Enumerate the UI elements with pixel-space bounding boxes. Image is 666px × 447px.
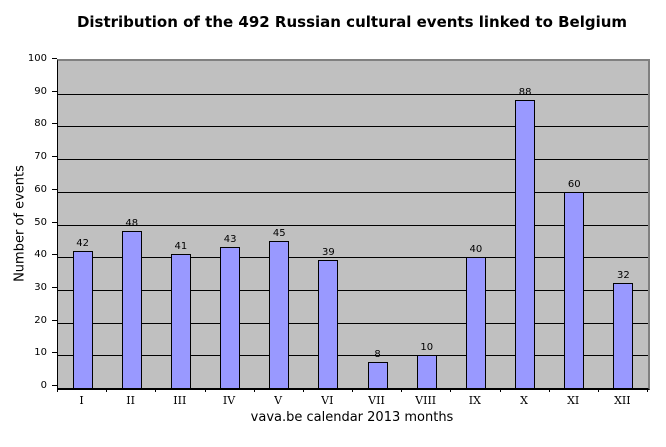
bar-IX (465, 257, 486, 388)
bar-value-label: 39 (322, 247, 335, 258)
gridline (58, 224, 648, 226)
gridline (58, 191, 648, 193)
gridline (58, 322, 648, 324)
bar-value-label: 10 (420, 342, 434, 353)
x-axis-tick-label: V (274, 394, 283, 407)
y-axis-tick (52, 90, 57, 92)
x-axis-tick (499, 388, 501, 392)
y-axis-tick-label: 0 (40, 380, 47, 391)
x-axis-tick (647, 388, 648, 392)
x-axis-title: vava.be calendar 2013 months (250, 410, 454, 425)
gridline (58, 289, 648, 291)
x-axis-tick (204, 388, 206, 392)
chart-title: Distribution of the 492 Russian cultural… (76, 13, 628, 31)
bar-value-label: 60 (567, 179, 581, 190)
y-axis-tick-label: 40 (34, 249, 47, 261)
y-axis-tick-label: 100 (27, 53, 47, 64)
bar-X (515, 100, 536, 388)
x-axis-tick (106, 388, 108, 392)
x-axis-tick-label: X (520, 394, 528, 407)
y-axis-tick (52, 385, 57, 386)
x-axis-tick-label: XI (567, 394, 580, 407)
y-axis-tick-label: 70 (34, 151, 47, 163)
y-axis-tick (52, 254, 57, 256)
bar-VI (318, 260, 339, 388)
x-axis-tick-label: IX (468, 394, 481, 407)
bar-value-label: 40 (469, 244, 483, 255)
gridline (58, 126, 648, 128)
x-axis-tick (155, 388, 157, 392)
y-axis-tick (52, 123, 57, 125)
y-axis-tick-label: 90 (34, 85, 47, 97)
y-axis-tick (52, 221, 57, 223)
x-axis-tick (302, 388, 304, 392)
x-axis-tick-label: VII (368, 394, 385, 407)
bar-value-label: 32 (617, 270, 630, 281)
x-axis-tick-label: IV (222, 394, 236, 407)
x-axis-tick (450, 388, 452, 392)
bar-value-label: 88 (518, 87, 532, 98)
x-axis-tick (352, 388, 353, 392)
y-axis-tick (52, 58, 57, 59)
x-axis-tick-label: VIII (415, 394, 437, 407)
bar-XII (613, 283, 634, 388)
x-axis-tick-label: XII (614, 394, 631, 407)
y-axis-tick-label: 50 (34, 216, 47, 228)
bar-value-label: 48 (125, 218, 139, 229)
bar-value-label: 45 (272, 228, 286, 239)
bar-value-label: 43 (223, 234, 237, 245)
x-axis-tick-label: III (173, 394, 187, 407)
gridline (58, 355, 648, 357)
x-axis-tick (597, 388, 599, 392)
y-axis-tick (52, 286, 57, 288)
x-axis-tick (57, 388, 58, 392)
bar-II (121, 231, 142, 388)
y-axis-tick (52, 319, 57, 321)
bar-value-label: 42 (76, 238, 89, 249)
y-axis-tick-label: 80 (34, 118, 47, 130)
gridline (58, 93, 648, 95)
y-axis-tick (52, 156, 57, 158)
bar-IV (220, 247, 241, 388)
bar-value-label: 41 (174, 241, 188, 252)
plot-area: 42 48 41 43 45 39 8 10 40 88 60 32 (57, 59, 650, 390)
x-axis-tick (253, 388, 255, 392)
bar-V (269, 241, 290, 388)
y-axis-tick-label: 20 (34, 314, 47, 326)
y-axis-tick (52, 352, 57, 354)
x-axis-tick-label: I (79, 394, 84, 407)
x-axis-tick (548, 388, 550, 392)
bar-XI (564, 192, 585, 388)
x-axis-tick-label: VI (321, 394, 334, 407)
bar-VIII (416, 355, 437, 388)
bar-I (72, 251, 93, 388)
y-axis-tick-label: 10 (34, 347, 47, 359)
bar-value-label: 8 (374, 349, 381, 360)
bar-VII (367, 362, 388, 388)
y-axis-tick-label: 60 (34, 183, 47, 195)
y-axis-tick (52, 188, 57, 190)
x-axis-tick-label: II (126, 394, 135, 407)
y-axis-tick-label: 30 (34, 281, 47, 293)
x-axis-tick (401, 388, 403, 392)
gridline (58, 159, 648, 161)
gridline (58, 257, 648, 259)
bar-III (170, 254, 191, 388)
